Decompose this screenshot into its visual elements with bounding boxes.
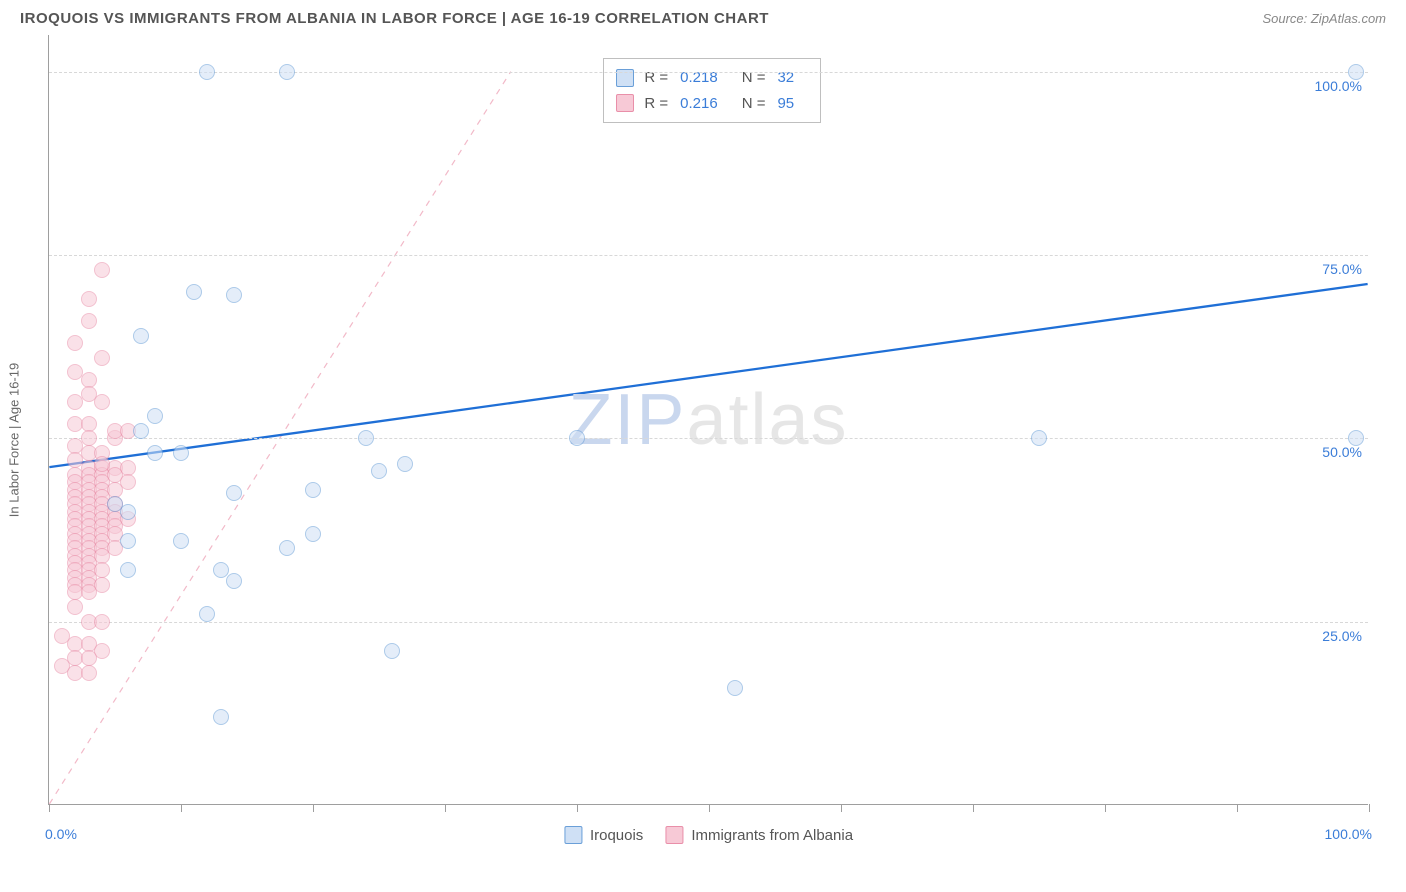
data-point [213,709,229,725]
data-point [67,394,83,410]
legend-n-label: N = [742,91,766,117]
legend-label: Iroquois [590,827,643,844]
data-point [133,423,149,439]
x-tick [313,804,314,812]
chart-title: IROQUOIS VS IMMIGRANTS FROM ALBANIA IN L… [20,10,769,27]
y-tick-label: 50.0% [1322,444,1362,460]
data-point [358,430,374,446]
data-point [1348,64,1364,80]
legend-r-label: R = [644,65,668,91]
data-point [199,606,215,622]
data-point [279,540,295,556]
data-point [81,665,97,681]
data-point [133,328,149,344]
data-point [186,284,202,300]
y-tick-label: 75.0% [1322,261,1362,277]
legend-label: Immigrants from Albania [691,827,853,844]
x-tick [1105,804,1106,812]
data-point [226,485,242,501]
gridline-h [49,72,1368,73]
x-tick [973,804,974,812]
plot-area: ZIPatlas R =0.218N =32R =0.216N =95 Iroq… [48,35,1368,805]
legend-r-value: 0.216 [680,91,718,117]
legend-n-label: N = [742,65,766,91]
data-point [81,416,97,432]
data-point [371,463,387,479]
data-point [147,445,163,461]
chart-lines-layer [49,35,1368,804]
x-tick [841,804,842,812]
legend-row: R = 0.216 N = 95 [616,91,808,117]
data-point [94,456,110,472]
data-point [94,394,110,410]
legend-n-value: 95 [777,91,794,117]
data-point [81,584,97,600]
legend-swatch [564,826,582,844]
data-point [81,291,97,307]
data-point [727,680,743,696]
data-point [1031,430,1047,446]
x-tick [1237,804,1238,812]
legend-r-value: 0.218 [680,65,718,91]
data-point [1348,430,1364,446]
legend-n-value: 32 [777,65,794,91]
data-point [120,533,136,549]
gridline-h [49,622,1368,623]
series-legend: Iroquois Immigrants from Albania [564,826,853,844]
chart-container: In Labor Force | Age 16-19 ZIPatlas R =0… [20,35,1386,845]
data-point [81,313,97,329]
x-tick [1369,804,1370,812]
data-point [120,562,136,578]
data-point [81,372,97,388]
data-point [147,408,163,424]
data-point [67,599,83,615]
y-tick-label: 100.0% [1315,78,1362,94]
x-tick [181,804,182,812]
legend-r-label: R = [644,91,668,117]
data-point [226,287,242,303]
data-point [305,482,321,498]
data-point [569,430,585,446]
data-point [81,650,97,666]
x-tick [445,804,446,812]
x-label-left: 0.0% [45,826,77,842]
x-label-right: 100.0% [1325,826,1372,842]
legend-item: Immigrants from Albania [665,826,853,844]
regression-line [49,284,1367,467]
data-point [67,335,83,351]
data-point [305,526,321,542]
data-point [94,262,110,278]
legend-item: Iroquois [564,826,643,844]
data-point [397,456,413,472]
x-tick [709,804,710,812]
data-point [226,573,242,589]
data-point [173,445,189,461]
legend-swatch [665,826,683,844]
legend-swatch [616,94,634,112]
data-point [120,504,136,520]
y-tick-label: 25.0% [1322,628,1362,644]
x-tick [577,804,578,812]
source-attribution: Source: ZipAtlas.com [1262,11,1386,26]
data-point [384,643,400,659]
data-point [94,614,110,630]
correlation-legend: R = 0.218 N = 32 R = 0.216 N = 95 [603,58,821,123]
data-point [120,474,136,490]
header: IROQUOIS VS IMMIGRANTS FROM ALBANIA IN L… [0,0,1406,35]
data-point [173,533,189,549]
legend-row: R = 0.218 N = 32 [616,65,808,91]
gridline-h [49,438,1368,439]
data-point [279,64,295,80]
data-point [94,350,110,366]
gridline-h [49,255,1368,256]
data-point [199,64,215,80]
y-axis-label: In Labor Force | Age 16-19 [7,363,22,517]
x-tick [49,804,50,812]
